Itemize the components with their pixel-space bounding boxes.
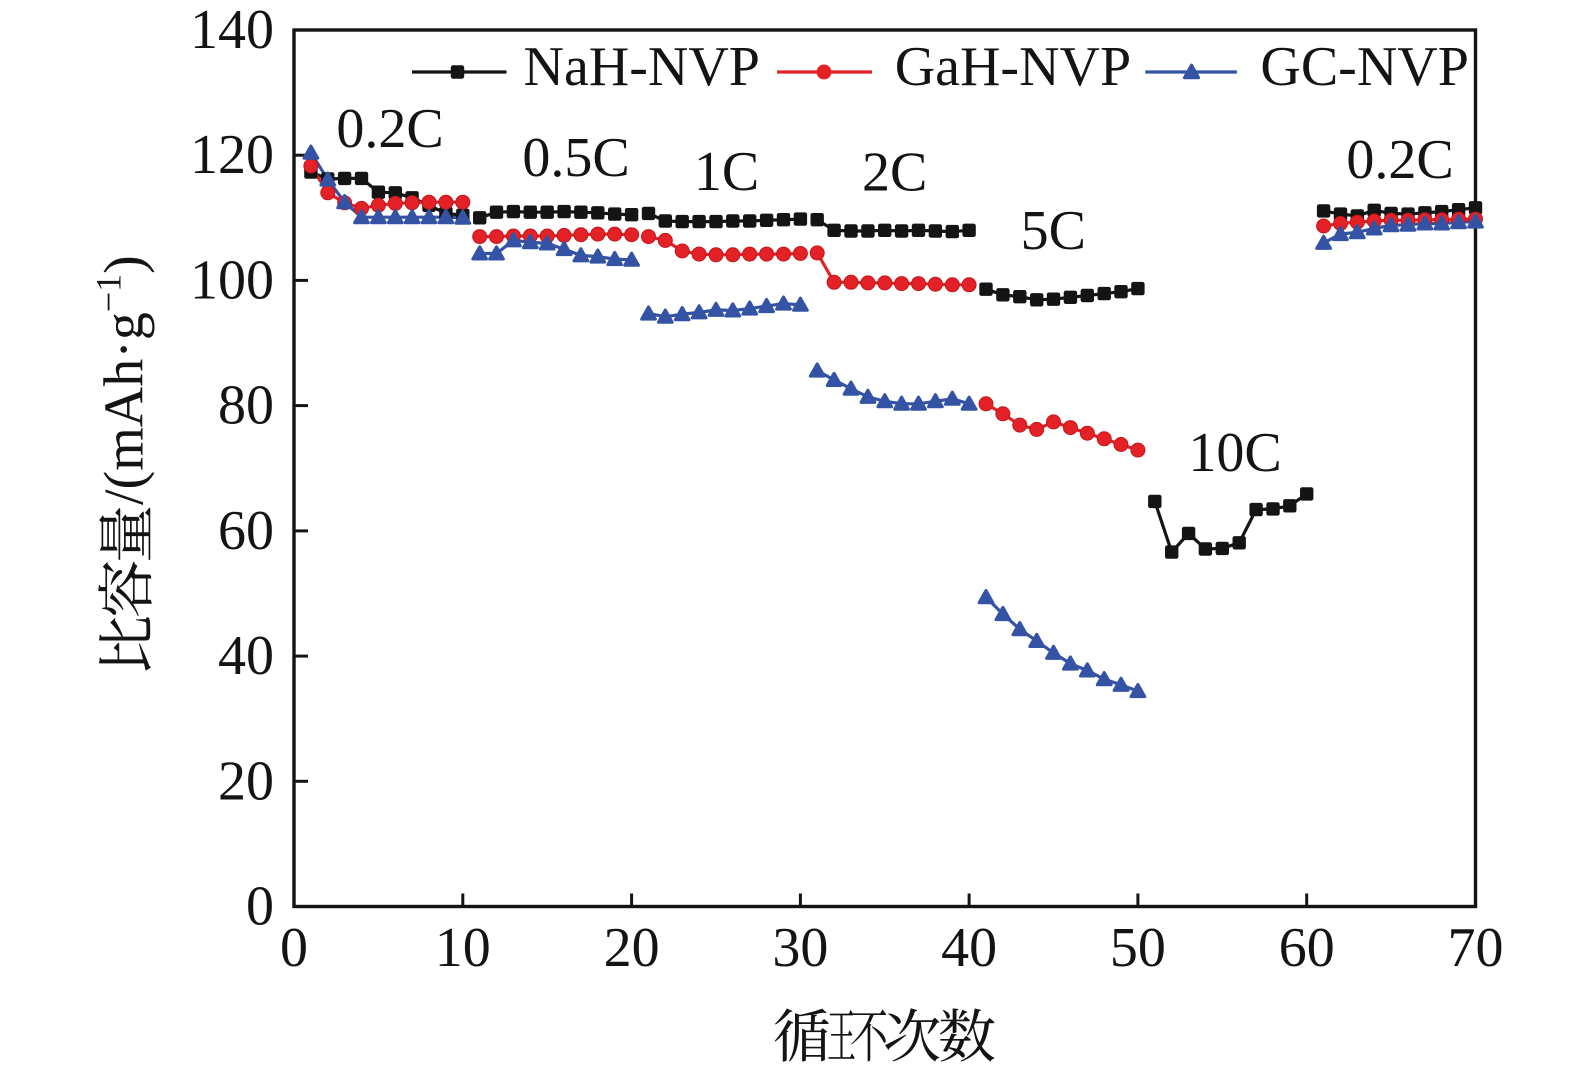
svg-text:60: 60 — [218, 500, 274, 562]
svg-text:GC-NVP: GC-NVP — [1260, 36, 1468, 98]
svg-text:10C: 10C — [1188, 422, 1281, 484]
svg-text:1C: 1C — [694, 141, 759, 203]
svg-text:5C: 5C — [1021, 200, 1086, 262]
svg-text:0.5C: 0.5C — [522, 127, 629, 189]
svg-text:60: 60 — [1279, 917, 1335, 979]
svg-text:50: 50 — [1110, 917, 1166, 979]
svg-text:0.2C: 0.2C — [336, 98, 443, 160]
svg-text:10: 10 — [435, 917, 491, 979]
svg-text:100: 100 — [190, 249, 274, 311]
svg-text:40: 40 — [218, 625, 274, 687]
svg-text:2C: 2C — [862, 142, 927, 204]
svg-text:40: 40 — [941, 917, 997, 979]
svg-text:0: 0 — [246, 876, 274, 938]
svg-text:0: 0 — [280, 917, 308, 979]
svg-text:/(mAh·g−1): /(mAh·g−1) — [89, 255, 156, 505]
svg-text:120: 120 — [190, 124, 274, 186]
svg-text:20: 20 — [218, 750, 274, 812]
svg-text:GaH-NVP: GaH-NVP — [895, 36, 1131, 98]
svg-text:0.2C: 0.2C — [1346, 129, 1453, 191]
svg-text:NaH-NVP: NaH-NVP — [524, 36, 760, 98]
svg-text:80: 80 — [218, 375, 274, 437]
svg-text:20: 20 — [604, 917, 660, 979]
svg-text:30: 30 — [772, 917, 828, 979]
svg-text:70: 70 — [1448, 917, 1504, 979]
svg-text:140: 140 — [190, 0, 274, 61]
